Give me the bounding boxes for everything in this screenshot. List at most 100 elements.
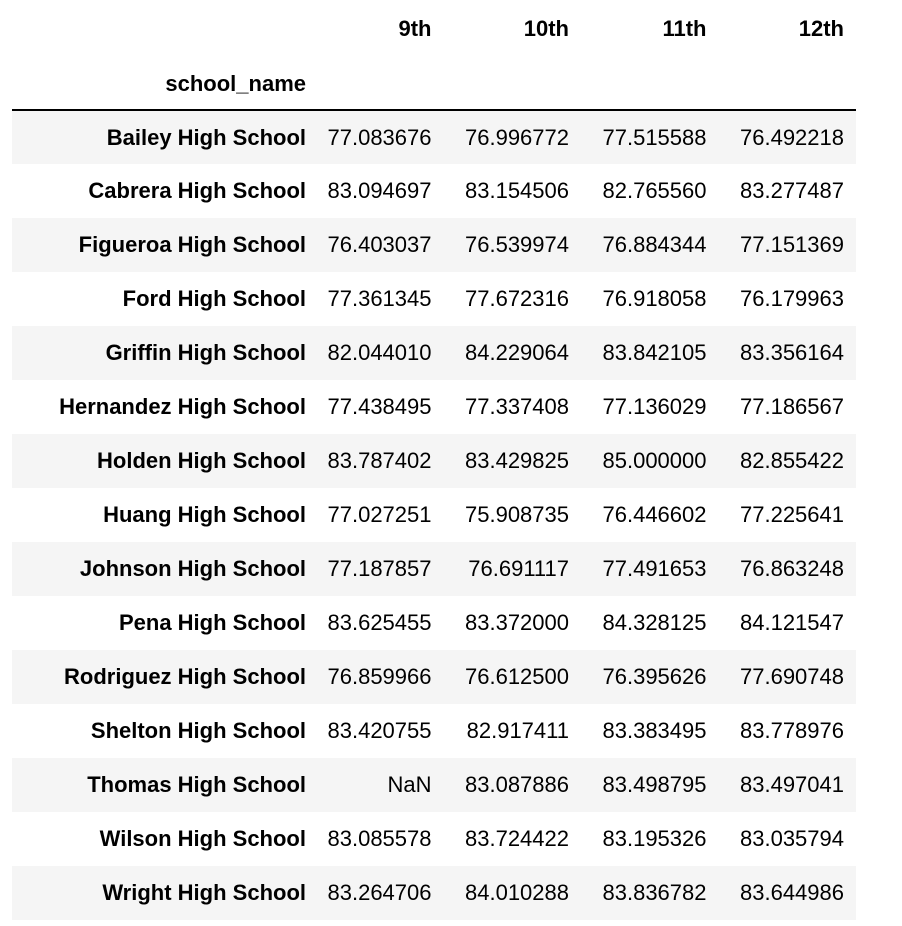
table-cell: 83.383495 — [602, 718, 707, 743]
table-header: 9th 10th 11th 12th school_name — [12, 0, 856, 111]
table-row: Ford High School 77.361345 77.672316 76.918… — [12, 272, 856, 326]
dataframe-output: 9th 10th 11th 12th school_name Bailey Hi… — [12, 0, 856, 920]
table-row: Cabrera High School 83.094697 83.154506 82.… — [12, 164, 856, 218]
table-cell: 84.010288 — [465, 880, 569, 905]
row-index-label: Cabrera High School — [88, 178, 306, 203]
table-row: Wilson High School 83.085578 83.724422 83.1… — [12, 812, 856, 866]
table-cell: 76.179963 — [740, 286, 844, 311]
table-cell: 83.420755 — [327, 718, 432, 743]
table-cell: 77.187857 — [327, 556, 432, 581]
table-row: Hernandez High School 77.438495 77.337408 7… — [12, 380, 856, 434]
table-row: Pena High School 83.625455 83.372000 84.328… — [12, 596, 856, 650]
table-cell: 77.151369 — [740, 232, 844, 257]
row-index-label: Bailey High School — [106, 124, 306, 150]
table-cell: 82.044010 — [327, 340, 432, 365]
column-header: 11th — [662, 16, 707, 41]
table-cell: 77.225641 — [740, 502, 844, 527]
table-cell: 82.765560 — [602, 178, 707, 203]
table-cell: 83.498795 — [602, 772, 707, 797]
column-header: 9th — [398, 16, 432, 41]
table-cell: 76.918058 — [602, 286, 707, 311]
index-name-spacer — [718, 58, 856, 111]
table-cell: 83.356164 — [740, 340, 844, 365]
table-cell: 77.186567 — [740, 394, 844, 419]
row-index-label: Rodriguez High School — [64, 664, 306, 689]
header-corner — [12, 0, 306, 58]
table-cell: 83.087886 — [465, 772, 569, 797]
table-row: Shelton High School 83.420755 82.917411 83.… — [12, 704, 856, 758]
table-cell: 83.778976 — [740, 718, 844, 743]
row-index-label: Johnson High School — [79, 556, 306, 581]
table-cell: 76.446602 — [602, 502, 707, 527]
table-cell: 76.996772 — [465, 124, 569, 150]
table-cell: 76.691117 — [468, 556, 569, 581]
table-cell: 83.836782 — [602, 880, 707, 905]
table-cell: 83.085578 — [327, 826, 432, 851]
column-header: 12th — [798, 16, 844, 41]
table-row: Thomas High School NaN 83.087886 83.498795 8… — [12, 758, 856, 812]
table-cell: 85.000000 — [602, 448, 707, 473]
table-cell: 77.438495 — [327, 394, 432, 419]
table-row: Bailey High School 77.083676 76.996772 77.5… — [12, 110, 856, 164]
table-cell: 83.035794 — [740, 826, 844, 851]
index-name-spacer — [581, 58, 719, 111]
table-cell: 83.787402 — [327, 448, 432, 473]
table-cell: 75.908735 — [465, 502, 569, 527]
table-cell: 82.855422 — [740, 448, 844, 473]
table-cell: 83.429825 — [465, 448, 569, 473]
row-index-label: Griffin High School — [105, 340, 306, 365]
table-cell: 83.195326 — [602, 826, 707, 851]
row-index-label: Hernandez High School — [59, 394, 306, 419]
table-row: Rodriguez High School 76.859966 76.612500 7… — [12, 650, 856, 704]
table-cell: 77.027251 — [327, 502, 432, 527]
table-cell: 83.497041 — [740, 772, 844, 797]
dataframe-table: 9th 10th 11th 12th school_name Bailey Hi… — [12, 0, 856, 920]
table-cell: 76.612500 — [465, 664, 569, 689]
table-cell: 83.842105 — [602, 340, 707, 365]
table-body: Bailey High School 77.083676 76.996772 77.5… — [12, 110, 856, 920]
table-cell: 76.492218 — [740, 124, 844, 150]
table-row: Holden High School 83.787402 83.429825 85.0… — [12, 434, 856, 488]
row-index-label: Wilson High School — [99, 826, 306, 851]
table-cell: 83.264706 — [327, 880, 432, 905]
table-cell: 83.372000 — [465, 610, 569, 635]
table-cell: 77.337408 — [465, 394, 569, 419]
row-index-label: Figueroa High School — [78, 232, 306, 257]
table-cell: 83.644986 — [740, 880, 844, 905]
row-index-label: Huang High School — [103, 502, 306, 527]
table-cell: 83.094697 — [327, 178, 432, 203]
table-cell: 77.083676 — [327, 124, 432, 150]
row-index-label: Thomas High School — [87, 772, 306, 797]
table-cell: 76.884344 — [602, 232, 707, 257]
row-index-label: Wright High School — [102, 880, 306, 905]
row-index-label: Ford High School — [122, 286, 306, 311]
table-cell: 77.515588 — [602, 124, 707, 150]
table-row: Johnson High School 77.187857 76.691117 77.… — [12, 542, 856, 596]
table-row: Wright High School 83.264706 84.010288 83.8… — [12, 866, 856, 920]
table-cell: 82.917411 — [466, 718, 569, 743]
row-index-label: Shelton High School — [90, 718, 306, 743]
index-name-row: school_name — [12, 58, 856, 111]
row-index-label: Pena High School — [118, 610, 306, 635]
table-cell: 76.403037 — [327, 232, 432, 257]
table-cell: 76.859966 — [327, 664, 432, 689]
table-cell: 77.136029 — [602, 394, 707, 419]
column-header: 10th — [523, 16, 569, 41]
index-name-spacer — [306, 58, 444, 111]
table-row: Figueroa High School 76.403037 76.539974 76… — [12, 218, 856, 272]
table-cell: 83.154506 — [465, 178, 569, 203]
table-cell: 76.395626 — [602, 664, 707, 689]
table-cell: 84.121547 — [740, 610, 844, 635]
table-cell: 77.690748 — [740, 664, 844, 689]
table-cell: 76.539974 — [465, 232, 569, 257]
table-cell: 76.863248 — [740, 556, 844, 581]
table-cell: 83.724422 — [465, 826, 569, 851]
index-name-spacer — [443, 58, 581, 111]
table-row: Griffin High School 82.044010 84.229064 83.… — [12, 326, 856, 380]
index-name-header: school_name — [12, 58, 306, 111]
column-header-row: 9th 10th 11th 12th — [12, 0, 856, 58]
table-row: Huang High School 77.027251 75.908735 76.44… — [12, 488, 856, 542]
table-cell: 83.625455 — [327, 610, 432, 635]
table-cell: 77.672316 — [465, 286, 569, 311]
table-cell: 84.229064 — [465, 340, 569, 365]
